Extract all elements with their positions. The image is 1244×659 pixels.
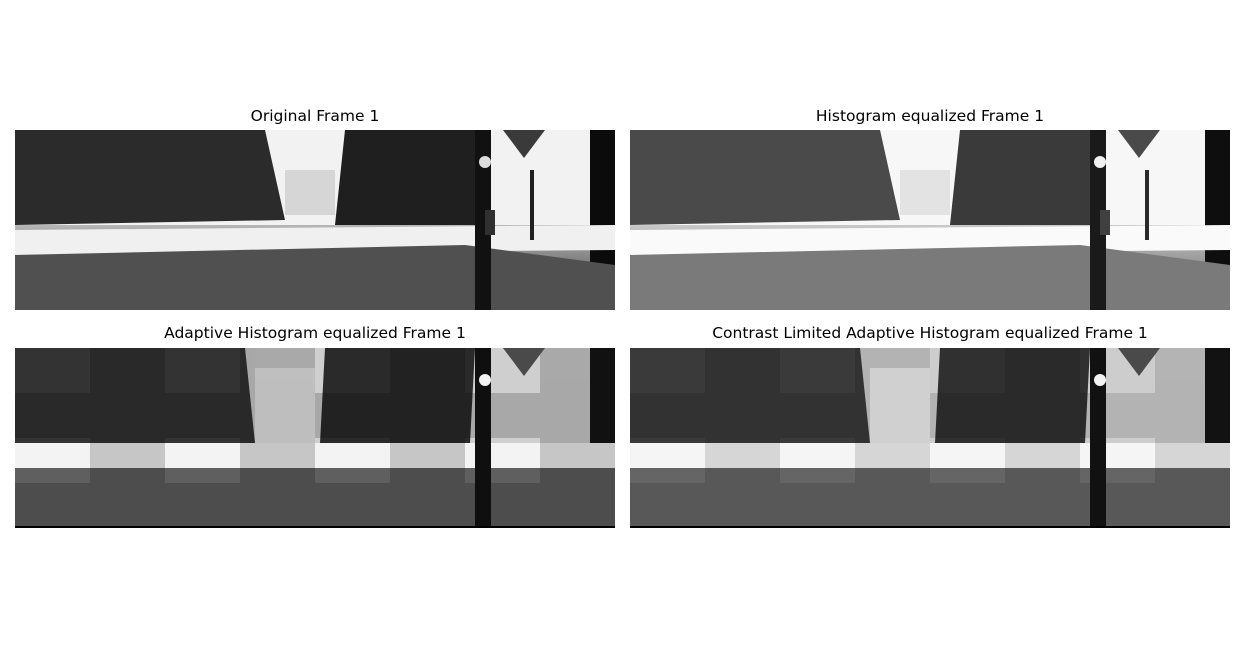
frame-histogram-equalized-image [630,130,1230,310]
panel-title-clahe: Contrast Limited Adaptive Histogram equa… [712,324,1148,342]
panel-title-histogram-equalized: Histogram equalized Frame 1 [815,107,1045,125]
frame-original-image [15,130,615,310]
frame-adaptive-histogram-equalized-image [15,348,615,528]
panel-title-adaptive-histogram-equalized: Adaptive Histogram equalized Frame 1 [164,324,466,342]
panel-title-original: Original Frame 1 [250,107,380,125]
frame-clahe-image [630,348,1230,528]
